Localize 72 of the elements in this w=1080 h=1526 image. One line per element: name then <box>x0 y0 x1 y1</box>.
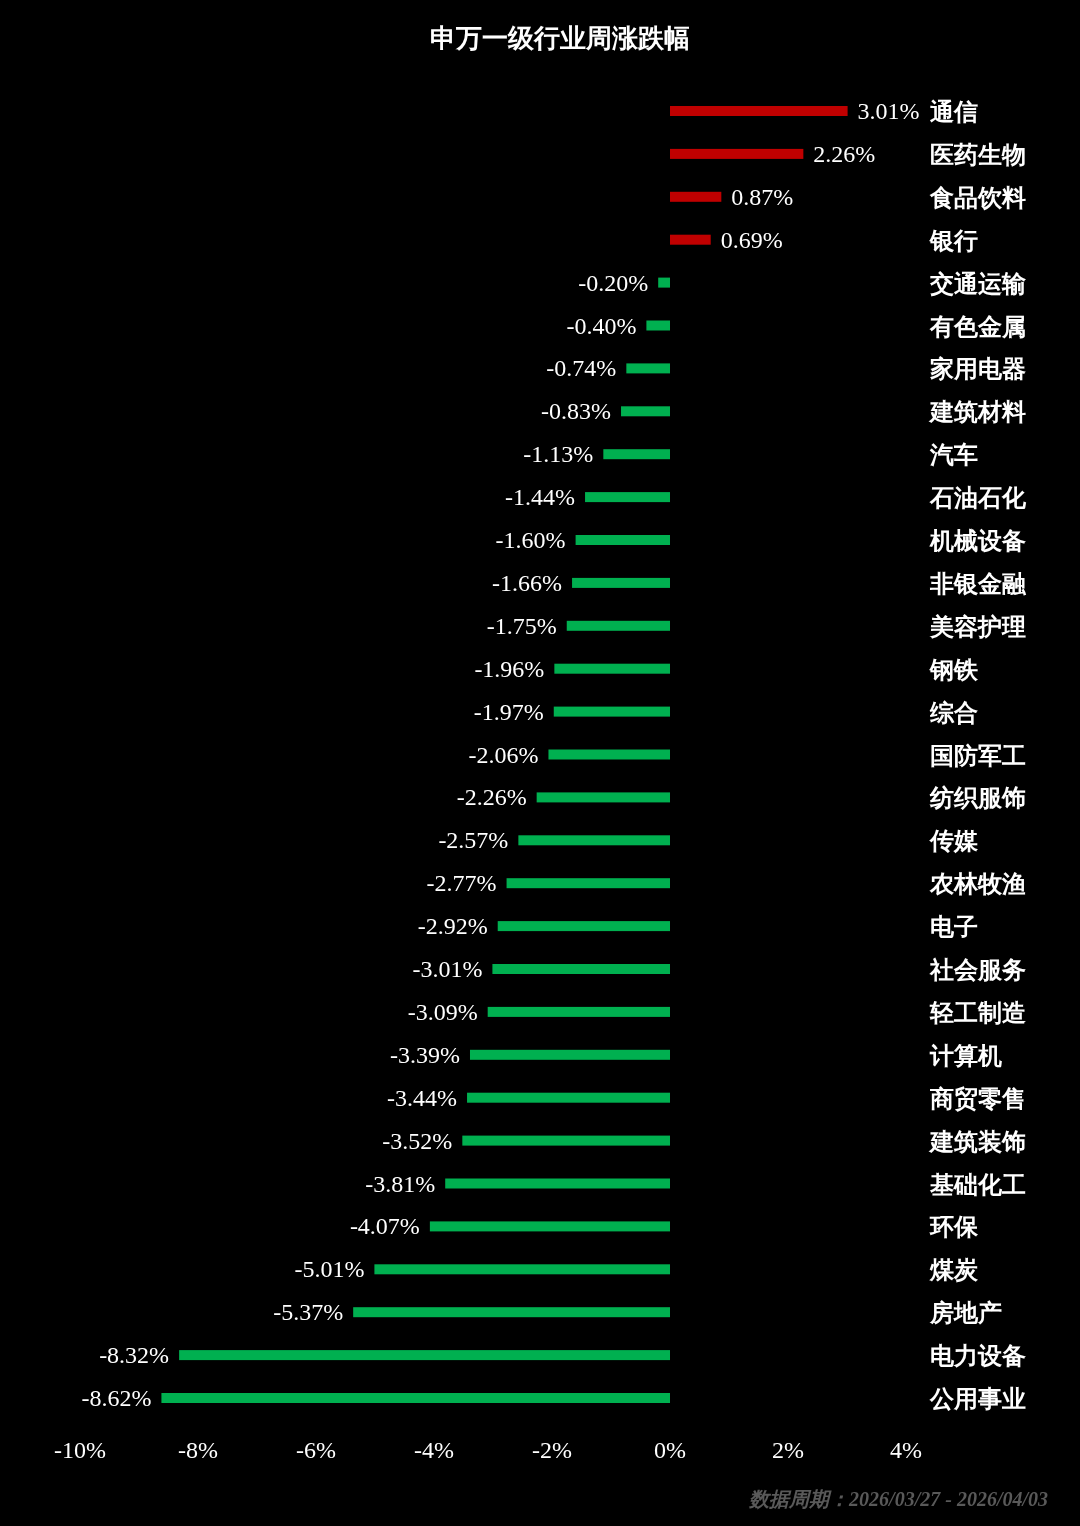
y-tick-label: 传媒 <box>929 827 978 856</box>
data-label: -0.40% <box>566 312 637 339</box>
data-label: -2.77% <box>426 870 497 897</box>
data-label: 2.26% <box>813 140 876 167</box>
data-label: -5.01% <box>294 1256 365 1283</box>
y-tick-label: 公用事业 <box>929 1385 1026 1413</box>
data-label: -8.62% <box>81 1385 152 1411</box>
data-label: -2.26% <box>456 784 527 811</box>
x-tick-label: 2% <box>772 1437 804 1463</box>
y-tick-label: 钢铁 <box>929 655 979 684</box>
y-tick-label: 建筑装饰 <box>928 1127 1026 1156</box>
data-label: -2.57% <box>438 827 509 854</box>
data-label: -0.83% <box>541 398 612 425</box>
y-tick-label: 基础化工 <box>929 1170 1026 1199</box>
data-label: -1.44% <box>505 484 576 511</box>
y-tick-label: 电子 <box>930 913 978 942</box>
x-tick-label: -4% <box>414 1437 454 1463</box>
y-tick-label: 农林牧渔 <box>929 870 1026 899</box>
y-tick-label: 纺织服饰 <box>929 784 1026 813</box>
y-tick-label: 非银金融 <box>929 569 1027 598</box>
chart-title: 申万一级行业周涨跌幅 <box>430 23 690 53</box>
data-label: -3.52% <box>382 1127 453 1154</box>
data-label: -0.20% <box>578 269 649 296</box>
y-tick-label: 家用电器 <box>929 355 1026 384</box>
x-tick-label: -6% <box>296 1437 336 1463</box>
data-label: -5.37% <box>273 1299 344 1326</box>
y-tick-label: 医药生物 <box>930 140 1026 169</box>
data-label: -1.13% <box>523 441 594 468</box>
y-tick-label: 交通运输 <box>929 269 1027 298</box>
data-label: -3.81% <box>365 1170 436 1197</box>
data-label: -3.09% <box>407 998 478 1025</box>
data-label: 0.69% <box>720 226 783 253</box>
data-label: -2.92% <box>417 913 488 940</box>
y-tick-label: 环保 <box>929 1213 979 1242</box>
data-label: 0.87% <box>731 183 794 210</box>
x-tick-label: -8% <box>178 1437 218 1463</box>
y-tick-label: 银行 <box>929 226 978 255</box>
x-tick-label: 0% <box>654 1437 686 1463</box>
x-tick-label: -2% <box>532 1437 572 1463</box>
text: 数据周期：2026/03/27 - 2026/04/03 <box>748 1488 1048 1510</box>
data-label: 3.01% <box>857 98 920 124</box>
y-tick-label: 计算机 <box>929 1041 1002 1070</box>
y-tick-label: 有色金属 <box>929 312 1026 341</box>
data-label: -8.32% <box>99 1342 170 1369</box>
data-label: -3.01% <box>412 956 483 982</box>
y-tick-label: 美容护理 <box>929 612 1026 641</box>
data-label: -1.97% <box>473 698 544 725</box>
data-label: -1.75% <box>486 612 557 639</box>
x-tick-label: 4% <box>890 1437 922 1463</box>
y-tick-label: 食品饮料 <box>929 183 1026 212</box>
y-tick-label: 机械设备 <box>929 527 1026 555</box>
y-tick-label: 轻工制造 <box>929 998 1026 1027</box>
y-tick-label: 汽车 <box>929 441 978 470</box>
data-label: -2.06% <box>468 741 539 768</box>
y-tick-label: 商贸零售 <box>929 1084 1026 1113</box>
data-label: -1.96% <box>474 655 545 682</box>
data-label: -1.66% <box>492 569 563 596</box>
data-label: -0.74% <box>546 355 617 382</box>
x-tick-label: -10% <box>54 1437 106 1463</box>
y-tick-label: 电力设备 <box>930 1342 1026 1371</box>
y-tick-label: 石油石化 <box>929 484 1027 513</box>
y-tick-label: 综合 <box>929 698 978 727</box>
data-label: -4.07% <box>349 1213 420 1240</box>
y-tick-label: 煤炭 <box>929 1256 979 1285</box>
data-label: -1.60% <box>495 527 566 553</box>
y-tick-label: 建筑材料 <box>928 398 1026 427</box>
y-tick-label: 通信 <box>929 98 978 126</box>
y-tick-label: 社会服务 <box>929 956 1026 984</box>
y-tick-label: 国防军工 <box>930 741 1026 770</box>
y-tick-label: 房地产 <box>929 1299 1002 1328</box>
data-label: -3.39% <box>390 1041 460 1068</box>
data-label: -3.44% <box>387 1084 458 1111</box>
